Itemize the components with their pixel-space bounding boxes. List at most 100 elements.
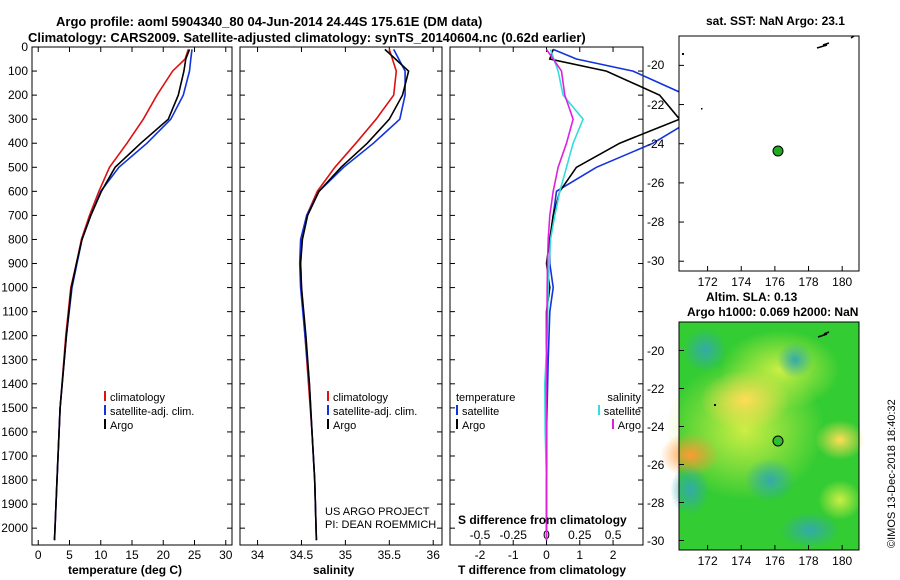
sst-map-title: sat. SST: NaN Argo: 23.1 <box>706 14 845 28</box>
x-tick-label: 35.5 <box>378 548 402 562</box>
difference-xlabel: T difference from climatology <box>458 563 627 577</box>
x-tick-label: 15 <box>125 548 139 562</box>
legend-marker-s-argo <box>611 419 614 429</box>
temperature-xlabel: temperature (deg C) <box>68 563 183 577</box>
legend-marker-satellite <box>327 405 329 415</box>
sla-y-tick-label: -22 <box>647 381 665 396</box>
y-tick-label: 300 <box>8 112 28 126</box>
salinity-legend: climatology satellite-adj. clim. Argo <box>327 391 417 433</box>
difference-legend-temperature: temperature satellite Argo <box>456 391 515 433</box>
x-tick-label: 36 <box>427 548 441 562</box>
y-tick-label: 500 <box>8 160 28 174</box>
sst-y-tick-label: -20 <box>647 58 665 73</box>
legend-marker-t-argo <box>456 419 458 429</box>
temperature-profile-frame <box>31 46 233 546</box>
x-tick-label: 10 <box>94 548 108 562</box>
legend-argo: Argo <box>110 420 134 432</box>
y-tick-label: 900 <box>8 257 28 271</box>
legend-temperature-title: temperature <box>456 392 516 404</box>
legend-t-satellite: satellite <box>462 406 500 418</box>
sst-x-tick-label: 176 <box>764 275 785 289</box>
y-tick-label: 1500 <box>1 401 28 415</box>
y-tick-label: 100 <box>8 64 28 78</box>
x-tick-label: 30 <box>219 548 233 562</box>
s-tick-label: 0.25 <box>568 528 592 542</box>
sst-x-tick-label: 180 <box>832 275 853 289</box>
legend-climatology: climatology <box>110 392 166 404</box>
legend-satellite: satellite-adj. clim. <box>333 406 418 418</box>
legend-t-argo: Argo <box>462 420 486 432</box>
sla-map-title1: Altim. SLA: 0.13 <box>706 290 798 304</box>
x-tick-label: 34 <box>251 548 265 562</box>
sla-y-tick-label: -24 <box>647 419 665 434</box>
legend-salinity-title: salinity <box>607 392 641 404</box>
s-tick-label: 0.5 <box>605 528 622 542</box>
sst-y-tick-label: -26 <box>647 175 665 190</box>
sst-island-dot <box>701 108 703 110</box>
legend-marker-argo <box>104 419 106 429</box>
temperature-legend: climatology satellite-adj. clim. Argo <box>104 391 194 433</box>
y-tick-label: 0 <box>21 40 28 54</box>
project-annotation: US ARGO PROJECT PI: DEAN ROEMMICH <box>325 506 436 532</box>
sla-coastline <box>817 331 830 338</box>
s-tick-label: -0.5 <box>470 528 491 542</box>
sla-argo-location <box>772 435 784 447</box>
x-tick-label: 0 <box>35 548 42 562</box>
legend-satellite: satellite-adj. clim. <box>110 406 195 418</box>
x-tick-label: 35 <box>339 548 353 562</box>
sst-y-tick-label: -28 <box>647 215 665 230</box>
y-tick-label: 1800 <box>1 473 28 487</box>
legend-marker-s-satellite <box>597 405 600 415</box>
temperature-profile-chart: 0 5 10 15 20 25 300100200300400500600700800900… <box>1 40 232 562</box>
y-tick-label: 800 <box>8 232 28 246</box>
s-difference-label: S difference from climatology <box>458 513 627 527</box>
legend-s-satellite: satellite <box>603 406 641 418</box>
salinity-xlabel: salinity <box>313 563 355 577</box>
sst-x-tick-label: 174 <box>731 275 752 289</box>
series-s-satellite <box>543 49 585 541</box>
sla-map-frame <box>678 321 860 551</box>
legend-argo: Argo <box>333 420 357 432</box>
project-name: US ARGO PROJECT <box>325 506 430 518</box>
y-tick-label: 1100 <box>2 305 28 319</box>
x-tick-label: 2 <box>610 548 617 562</box>
y-tick-label: 700 <box>8 208 28 222</box>
salinity-profile-chart: 34 34.5 35 35.5 36 <box>239 46 443 562</box>
y-tick-label: 1900 <box>1 497 28 511</box>
x-tick-label: 25 <box>188 548 202 562</box>
legend-marker-climatology <box>104 391 106 401</box>
y-tick-label: 400 <box>8 136 28 150</box>
sst-x-tick-label: 172 <box>697 275 718 289</box>
y-tick-label: 1300 <box>1 353 28 367</box>
sla-x-tick-label: 176 <box>764 554 785 568</box>
legend-marker-climatology <box>327 391 329 401</box>
s-tick-label: -0.25 <box>500 528 528 542</box>
sla-y-tick-label: -26 <box>647 457 665 472</box>
x-tick-label: 5 <box>66 548 73 562</box>
x-tick-label: 34.5 <box>290 548 314 562</box>
sst-y-tick-label: -24 <box>647 136 665 151</box>
sst-coastline <box>816 35 855 49</box>
y-tick-label: 2000 <box>1 521 28 535</box>
y-tick-label: 1200 <box>1 329 28 343</box>
imos-credit: ©IMOS 13-Dec-2018 18:40:32 <box>886 399 898 548</box>
sst-x-tick-label: 178 <box>798 275 819 289</box>
sla-map-title2: Argo h1000: 0.069 h2000: NaN <box>687 305 859 319</box>
legend-marker-t-satellite <box>456 405 458 415</box>
sla-x-tick-label: 178 <box>798 554 819 568</box>
project-pi: PI: DEAN ROEMMICH <box>325 519 437 531</box>
legend-marker-satellite <box>104 405 106 415</box>
difference-legend-salinity: salinity satellite Argo <box>583 391 641 433</box>
y-tick-label: 1400 <box>1 377 28 391</box>
sla-map-field <box>660 322 865 550</box>
sst-map-frame <box>678 35 860 272</box>
y-tick-label: 1000 <box>1 281 28 295</box>
legend-marker-argo <box>327 419 329 429</box>
y-tick-label: 1600 <box>1 425 28 439</box>
series-argo <box>53 49 191 541</box>
x-tick-label: 0 <box>543 548 550 562</box>
x-tick-label: -2 <box>475 548 486 562</box>
series-s-argo <box>545 48 574 541</box>
